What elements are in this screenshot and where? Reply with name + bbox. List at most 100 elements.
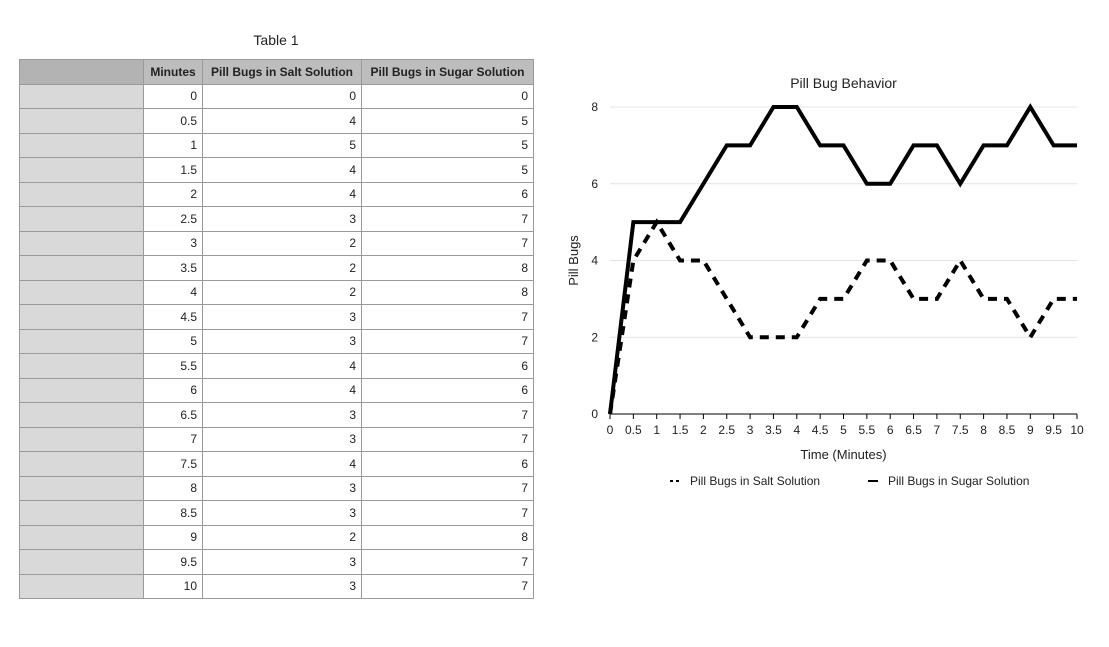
- salt-count-cell: 3: [202, 573, 362, 599]
- minutes-cell: 5: [143, 328, 203, 354]
- y-tick-label: 0: [591, 407, 598, 421]
- row-header-cell: [19, 304, 144, 330]
- y-tick-label: 8: [591, 100, 598, 114]
- table-title: Table 1: [253, 32, 299, 48]
- x-tick-label: 8.5: [999, 423, 1016, 437]
- salt-count-cell: 3: [202, 328, 362, 354]
- row-header-cell: [19, 573, 144, 599]
- header-cell-minutes: Minutes: [143, 59, 203, 85]
- salt-count-cell: 0: [202, 83, 362, 109]
- grid-lines: [610, 106, 1077, 338]
- minutes-cell: 1.5: [143, 157, 203, 183]
- minutes-cell: 6: [143, 377, 203, 403]
- x-tick-label: 3: [747, 423, 754, 437]
- x-tick-label: 8: [980, 423, 987, 437]
- table-row: 8.5 3 7: [19, 500, 534, 526]
- header-cell-salt: Pill Bugs in Salt Solution: [202, 59, 362, 85]
- salt-count-cell: 4: [202, 181, 362, 207]
- row-header-cell: [19, 377, 144, 403]
- table-row: 2.5 3 7: [19, 206, 534, 232]
- minutes-cell: 6.5: [143, 402, 203, 428]
- minutes-cell: 8.5: [143, 500, 203, 526]
- row-header-cell: [19, 157, 144, 183]
- x-tick-label: 2.5: [718, 423, 735, 437]
- minutes-cell: 8: [143, 475, 203, 501]
- salt-count-cell: 2: [202, 230, 362, 256]
- y-tick-label: 2: [591, 330, 598, 344]
- sugar-count-cell: 8: [361, 255, 534, 281]
- x-tick-label: 2: [700, 423, 707, 437]
- minutes-cell: 2.5: [143, 206, 203, 232]
- header-cell-sugar: Pill Bugs in Sugar Solution: [361, 59, 534, 85]
- x-tick-label: 6: [887, 423, 894, 437]
- row-header-cell: [19, 475, 144, 501]
- sugar-count-cell: 5: [361, 157, 534, 183]
- salt-count-cell: 2: [202, 524, 362, 550]
- row-header-cell: [19, 524, 144, 550]
- sugar-count-cell: 7: [361, 304, 534, 330]
- sugar-count-cell: 7: [361, 328, 534, 354]
- sugar-count-cell: 6: [361, 377, 534, 403]
- line-chart: Pill Bug Behavior 0 2 4 6 8 0 0.5 1 1.5 2 2.5 3 3.5…: [566, 75, 1084, 488]
- salt-count-cell: 4: [202, 377, 362, 403]
- row-header-cell: [19, 206, 144, 232]
- x-tick-label: 6.5: [905, 423, 922, 437]
- sugar-count-cell: 7: [361, 500, 534, 526]
- series-line-sugar: [608, 103, 1077, 415]
- x-tick-label: 7: [934, 423, 941, 437]
- salt-count-cell: 4: [202, 451, 362, 477]
- sugar-count-cell: 8: [361, 524, 534, 550]
- minutes-cell: 4.5: [143, 304, 203, 330]
- chart-title: Pill Bug Behavior: [790, 75, 897, 91]
- sugar-count-cell: 6: [361, 353, 534, 379]
- salt-count-cell: 2: [202, 255, 362, 281]
- row-header-cell: [19, 132, 144, 158]
- row-header-cell: [19, 426, 144, 452]
- table-row: 3.5 2 8: [19, 255, 534, 281]
- table-row: 10 3 7: [19, 573, 534, 599]
- salt-count-cell: 5: [202, 132, 362, 158]
- salt-count-cell: 3: [202, 206, 362, 232]
- minutes-cell: 2: [143, 181, 203, 207]
- sugar-count-cell: 6: [361, 181, 534, 207]
- sugar-count-cell: 8: [361, 279, 534, 305]
- x-tick-label: 4.5: [812, 423, 829, 437]
- salt-count-cell: 3: [202, 549, 362, 575]
- minutes-cell: 3.5: [143, 255, 203, 281]
- x-tick-label: 1: [653, 423, 660, 437]
- x-tick-labels: 0 0.5 1 1.5 2 2.5 3 3.5 4 4.5 5 5.5 6 6.5 7 7.5 8 8.5 9 9.5…: [607, 414, 1084, 437]
- y-tick-labels: 0 2 4 6 8: [591, 100, 598, 421]
- x-tick-label: 10: [1070, 423, 1084, 437]
- sugar-count-cell: 7: [361, 549, 534, 575]
- sugar-count-cell: 7: [361, 402, 534, 428]
- minutes-cell: 10: [143, 573, 203, 599]
- y-tick-label: 4: [591, 254, 598, 268]
- table-row: 7.5 4 6: [19, 451, 534, 477]
- table-row: 6.5 3 7: [19, 402, 534, 428]
- table-body: 0 0 0 0.5 4 5 1 5 5 1.5 4 5 2 4 6 2.5 3 7 3 2 7 3.5 2 8 4 2 8 4.5 3 7…: [19, 83, 534, 599]
- chart-legend: Pill Bugs in Salt Solution Pill Bugs in S…: [670, 474, 1029, 488]
- minutes-cell: 1: [143, 132, 203, 158]
- x-tick-label: 0: [607, 423, 614, 437]
- minutes-cell: 3: [143, 230, 203, 256]
- minutes-cell: 0.5: [143, 108, 203, 134]
- row-header-cell: [19, 500, 144, 526]
- series-line-salt: [608, 218, 1077, 415]
- salt-count-cell: 3: [202, 402, 362, 428]
- minutes-cell: 0: [143, 83, 203, 109]
- table-header-row: Minutes Pill Bugs in Salt Solution Pill …: [19, 59, 534, 85]
- table-row: 9.5 3 7: [19, 549, 534, 575]
- minutes-cell: 4: [143, 279, 203, 305]
- x-tick-label: 0.5: [625, 423, 642, 437]
- salt-count-cell: 3: [202, 500, 362, 526]
- table-row: 1.5 4 5: [19, 157, 534, 183]
- legend-label-sugar: Pill Bugs in Sugar Solution: [888, 474, 1029, 488]
- row-header-cell: [19, 353, 144, 379]
